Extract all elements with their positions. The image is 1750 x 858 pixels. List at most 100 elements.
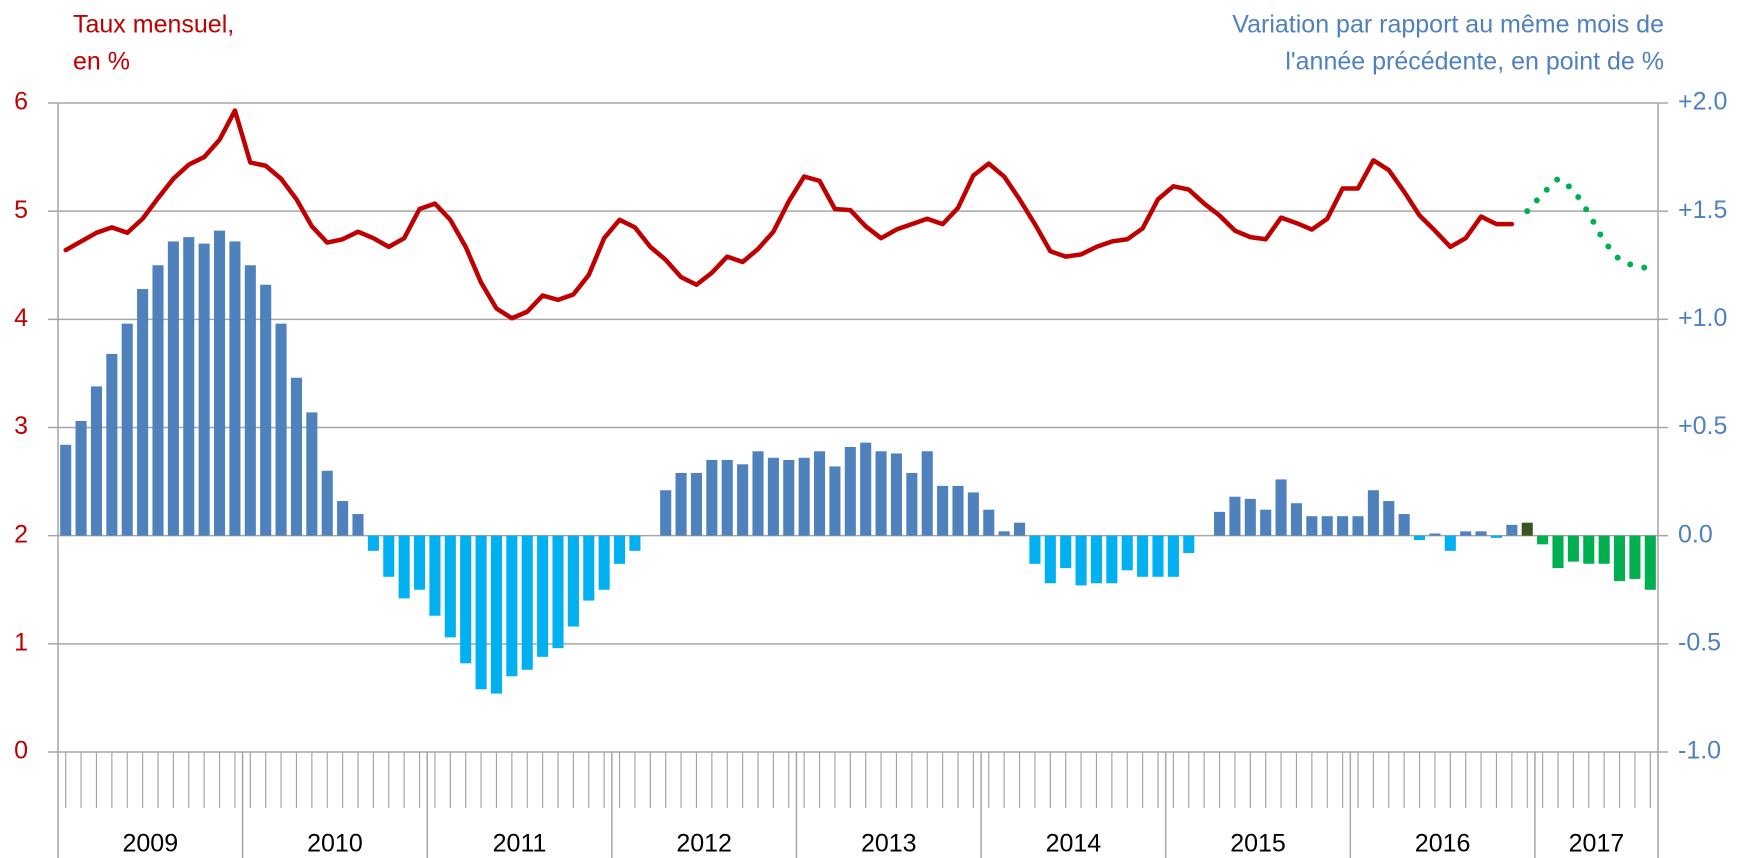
bar <box>1214 511 1226 536</box>
bar <box>1075 535 1087 586</box>
bar <box>1337 516 1349 536</box>
bar <box>152 265 164 536</box>
bar <box>1398 514 1410 536</box>
bar <box>137 289 149 536</box>
bar <box>1167 535 1179 577</box>
bar <box>906 472 918 536</box>
bar <box>1644 535 1656 590</box>
bar <box>429 535 441 616</box>
bar <box>1260 509 1272 536</box>
y-tick-label: 6 <box>14 88 28 116</box>
bar <box>75 421 87 536</box>
bar <box>1090 535 1102 584</box>
bar <box>321 470 333 536</box>
y2-axis-title: Variation par rapport au même mois de <box>1232 11 1664 39</box>
bar <box>860 442 872 536</box>
bar <box>890 453 902 536</box>
bar <box>660 490 672 536</box>
bar <box>567 535 579 627</box>
bar <box>1475 531 1487 536</box>
bar <box>1506 524 1518 536</box>
bar <box>1490 535 1502 538</box>
bar <box>60 444 72 536</box>
bar <box>1060 535 1072 569</box>
bar <box>1044 535 1056 584</box>
bar <box>337 501 349 536</box>
line <box>1524 175 1654 272</box>
bar <box>398 535 410 599</box>
bar <box>1244 498 1256 536</box>
bar <box>244 265 256 536</box>
bar <box>183 237 195 536</box>
bar <box>1137 535 1149 577</box>
bar <box>229 241 241 536</box>
bar <box>1106 535 1118 584</box>
bar <box>1306 516 1318 536</box>
bar <box>921 451 933 536</box>
bar <box>629 535 641 551</box>
bar <box>1014 522 1026 536</box>
y2-tick-label: +0.5 <box>1678 412 1727 440</box>
bar <box>1290 503 1302 536</box>
year-label: 2012 <box>676 830 732 858</box>
bar <box>1383 501 1395 536</box>
bar <box>552 535 564 649</box>
year-label: 2017 <box>1569 830 1625 858</box>
bar <box>490 535 502 694</box>
bar <box>1183 535 1195 553</box>
bar <box>460 535 472 664</box>
year-label: 2014 <box>1046 830 1102 858</box>
bar <box>798 457 810 536</box>
bar <box>1629 535 1641 579</box>
bar <box>121 323 133 536</box>
bar <box>275 323 287 536</box>
bar <box>937 485 949 536</box>
bar <box>1583 535 1595 564</box>
y-axis-title: Taux mensuel, <box>73 11 234 39</box>
bar <box>352 514 364 536</box>
bar <box>983 509 995 536</box>
y2-tick-label: 0.0 <box>1678 520 1713 548</box>
bar <box>306 412 318 536</box>
bar <box>583 535 595 601</box>
bar <box>1460 531 1472 536</box>
y-tick-label: 0 <box>14 737 28 765</box>
bar <box>752 451 764 536</box>
bar <box>844 446 856 536</box>
bar <box>1321 516 1333 536</box>
year-label: 2016 <box>1415 830 1471 858</box>
bar <box>414 535 426 590</box>
bar <box>998 531 1010 536</box>
y2-tick-label: -0.5 <box>1678 628 1721 656</box>
bar <box>952 485 964 536</box>
bar <box>1567 535 1579 562</box>
y-tick-label: 5 <box>14 196 28 224</box>
bar <box>198 243 210 536</box>
bar <box>1598 535 1610 564</box>
bar <box>90 386 102 536</box>
bar <box>598 535 610 590</box>
y-tick-label: 3 <box>14 412 28 440</box>
bar <box>1152 535 1164 577</box>
bar <box>1029 535 1041 564</box>
y-tick-label: 2 <box>14 520 28 548</box>
y2-tick-label: +1.0 <box>1678 304 1727 332</box>
bar <box>967 492 979 536</box>
bar <box>444 535 456 638</box>
year-label: 2009 <box>122 830 178 858</box>
bar <box>721 459 733 536</box>
bar <box>383 535 395 577</box>
bar <box>875 451 887 536</box>
bar <box>367 535 379 551</box>
y-tick-label: 4 <box>14 304 28 332</box>
bar <box>214 230 226 536</box>
year-label: 2015 <box>1230 830 1286 858</box>
y2-tick-label: -1.0 <box>1678 737 1721 765</box>
bar <box>783 459 795 536</box>
bar <box>1614 535 1626 582</box>
bar <box>1275 479 1287 536</box>
y2-axis-title: l'année précédente, en point de % <box>1285 48 1664 76</box>
year-label: 2011 <box>493 830 547 858</box>
bar <box>1552 535 1564 569</box>
bar <box>614 535 626 564</box>
